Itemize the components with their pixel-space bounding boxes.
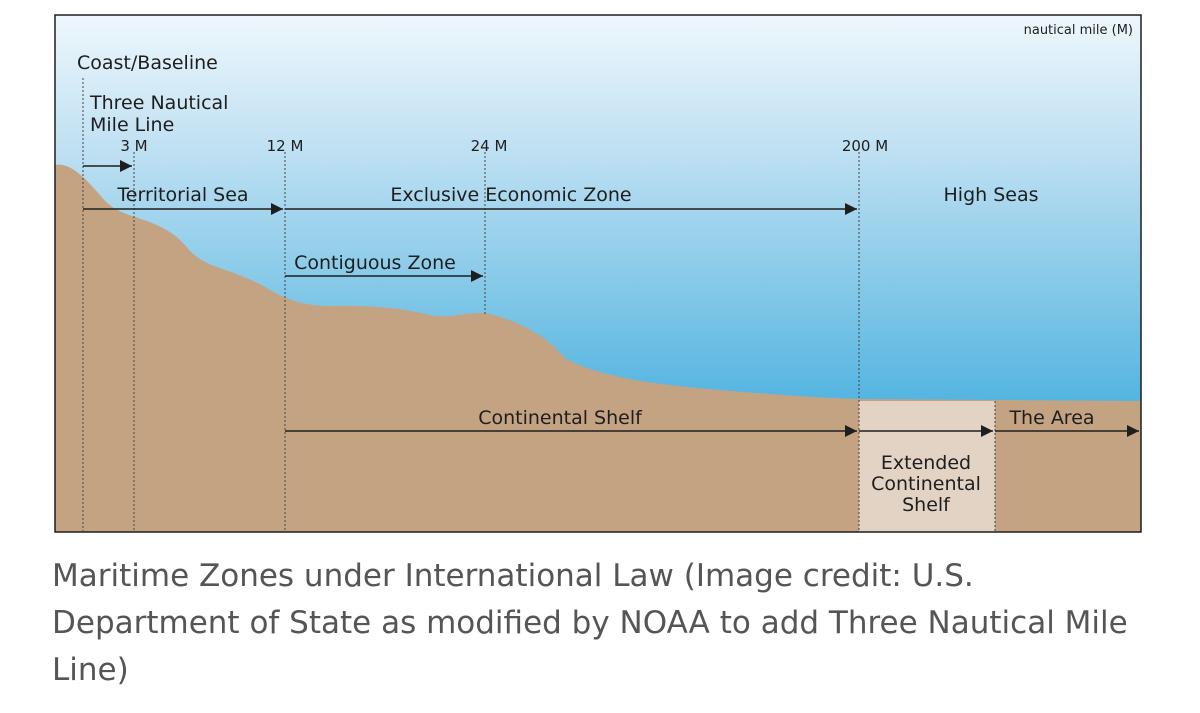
tick-12m: 12 M xyxy=(267,137,304,155)
reference-lines xyxy=(82,78,996,532)
diagram-frame xyxy=(54,14,1142,533)
extended-continental-shelf-area xyxy=(859,401,995,532)
eez-label: Exclusive Economic Zone xyxy=(390,184,631,206)
coast-baseline-label: Coast/Baseline xyxy=(77,52,218,74)
tick-24m: 24 M xyxy=(471,137,508,155)
unit-label: nautical mile (M) xyxy=(1024,23,1133,38)
tick-200m: 200 M xyxy=(842,137,888,155)
figure-caption: Maritime Zones under International Law (… xyxy=(52,558,1128,688)
contiguous-zone-label: Contiguous Zone xyxy=(294,252,456,274)
extended-shelf-label-2: Continental xyxy=(871,473,981,495)
tick-3m: 3 M xyxy=(120,137,147,155)
territorial-sea-label: Territorial Sea xyxy=(116,184,248,206)
extended-shelf-label-1: Extended xyxy=(881,452,971,474)
the-area-label: The Area xyxy=(1008,407,1094,429)
continental-shelf-label: Continental Shelf xyxy=(478,407,643,429)
three-mile-line-label-1: Three Nautical xyxy=(89,92,228,114)
high-seas-label: High Seas xyxy=(944,184,1039,206)
zone-arrows xyxy=(83,160,1139,437)
three-mile-line-label-2: Mile Line xyxy=(90,114,174,136)
sky xyxy=(55,15,1141,175)
extended-shelf-label-3: Shelf xyxy=(902,494,951,516)
